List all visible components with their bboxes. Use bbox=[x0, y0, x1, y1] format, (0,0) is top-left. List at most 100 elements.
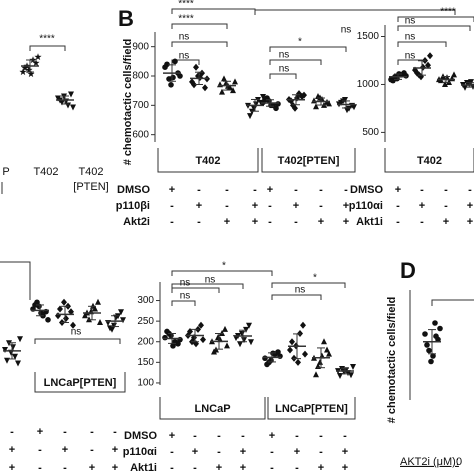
group-label: T402 bbox=[195, 155, 220, 167]
data-point bbox=[317, 358, 323, 365]
data-point bbox=[468, 79, 474, 86]
treatment-name: DMSO bbox=[117, 184, 150, 196]
treatment-sign: + bbox=[37, 426, 43, 438]
data-point bbox=[45, 317, 51, 323]
group-label: LNCaP bbox=[194, 403, 230, 415]
x-tick-label: T402 bbox=[33, 166, 58, 178]
group-box bbox=[159, 397, 266, 420]
treatment-name: DMSO bbox=[350, 184, 383, 196]
data-point bbox=[70, 321, 76, 329]
data-point bbox=[430, 353, 436, 359]
treatment-sign: + bbox=[252, 216, 258, 228]
data-point bbox=[428, 358, 434, 365]
data-point bbox=[344, 107, 350, 114]
data-point bbox=[350, 363, 356, 370]
x-tick-label: 0 bbox=[456, 456, 462, 468]
treatment-sign: + bbox=[216, 462, 222, 474]
treatment-sign: - bbox=[294, 216, 298, 228]
significance-bracket bbox=[254, 9, 456, 15]
treatment-sign: - bbox=[319, 446, 323, 458]
data-point bbox=[27, 70, 35, 78]
data-point bbox=[260, 94, 266, 101]
significance-bracket bbox=[171, 270, 273, 276]
significance-label: ns bbox=[205, 275, 216, 286]
treatment-sign: - bbox=[396, 216, 400, 228]
data-point bbox=[246, 322, 252, 329]
data-point bbox=[2, 347, 8, 353]
treatment-sign: - bbox=[241, 430, 245, 442]
treatment-sign: - bbox=[270, 446, 274, 458]
data-point bbox=[427, 52, 433, 60]
treatment-sign: - bbox=[197, 216, 201, 228]
treatment-sign: + bbox=[419, 200, 425, 212]
x-axis-label: AKT2i (μM): bbox=[400, 456, 459, 468]
treatment-sign: - bbox=[294, 184, 298, 196]
data-point bbox=[17, 336, 23, 343]
group-label: T402[PTEN] bbox=[278, 155, 340, 167]
treatment-sign: - bbox=[225, 184, 229, 196]
data-point bbox=[424, 342, 430, 348]
data-point bbox=[118, 309, 124, 316]
treatment-sign: + bbox=[9, 462, 15, 474]
y-axis-label: # chemotactic cells/field bbox=[122, 39, 134, 166]
significance-label: * bbox=[222, 261, 226, 272]
treatment-sign: - bbox=[170, 462, 174, 474]
data-point bbox=[211, 348, 217, 355]
significance-bracket bbox=[29, 45, 66, 51]
data-point bbox=[403, 73, 409, 79]
treatment-sign: - bbox=[343, 430, 347, 442]
treatment-name: Akt1i bbox=[130, 462, 157, 474]
data-point bbox=[420, 63, 426, 71]
data-point bbox=[247, 113, 253, 120]
group-label: LNCaP[PTEN] bbox=[275, 403, 348, 415]
treatment-sign: - bbox=[420, 184, 424, 196]
y-tick-label: 300 bbox=[137, 295, 154, 306]
data-point bbox=[262, 96, 268, 103]
significance-bracket bbox=[171, 23, 228, 29]
significance-label: ns bbox=[71, 327, 82, 338]
treatment-sign: - bbox=[444, 200, 448, 212]
data-point bbox=[170, 343, 176, 349]
treatment-sign: - bbox=[268, 216, 272, 228]
data-point bbox=[433, 333, 439, 340]
treatment-sign: + bbox=[395, 184, 401, 196]
data-point bbox=[222, 325, 228, 332]
y-tick-label: 900 bbox=[132, 41, 149, 52]
treatment-name: p110αi bbox=[349, 200, 383, 212]
significance-label: **** bbox=[39, 34, 55, 45]
treatment-sign: - bbox=[268, 200, 272, 212]
treatment-sign: - bbox=[10, 426, 14, 438]
treatment-sign: + bbox=[343, 200, 349, 212]
data-point bbox=[32, 59, 40, 67]
treatment-sign: + bbox=[343, 216, 349, 228]
treatment-sign: - bbox=[420, 216, 424, 228]
data-point bbox=[63, 314, 69, 322]
data-point bbox=[25, 66, 33, 74]
data-point bbox=[326, 350, 332, 357]
data-point bbox=[313, 103, 319, 110]
treatment-sign: - bbox=[319, 430, 323, 442]
y-tick-label: 800 bbox=[132, 71, 149, 82]
treatment-sign: - bbox=[193, 462, 197, 474]
group-box bbox=[261, 148, 356, 173]
bracket-fragment bbox=[431, 299, 474, 306]
data-point bbox=[289, 338, 295, 346]
treatment-sign: - bbox=[170, 446, 174, 458]
treatment-sign: - bbox=[63, 462, 67, 474]
group-box bbox=[34, 372, 126, 393]
significance-bracket bbox=[171, 59, 200, 65]
data-point bbox=[262, 355, 268, 362]
significance-bracket bbox=[171, 283, 244, 289]
data-point bbox=[390, 77, 396, 84]
treatment-sign: - bbox=[344, 184, 348, 196]
data-point bbox=[230, 87, 236, 94]
significance-label: ns bbox=[180, 278, 191, 289]
data-point bbox=[232, 78, 238, 85]
treatment-sign: + bbox=[89, 462, 95, 474]
significance-bracket bbox=[171, 41, 228, 47]
significance-bracket bbox=[269, 46, 347, 52]
data-point bbox=[451, 71, 457, 78]
treatment-sign: + bbox=[192, 446, 198, 458]
significance-label: * bbox=[313, 273, 317, 284]
significance-bracket bbox=[397, 25, 471, 31]
